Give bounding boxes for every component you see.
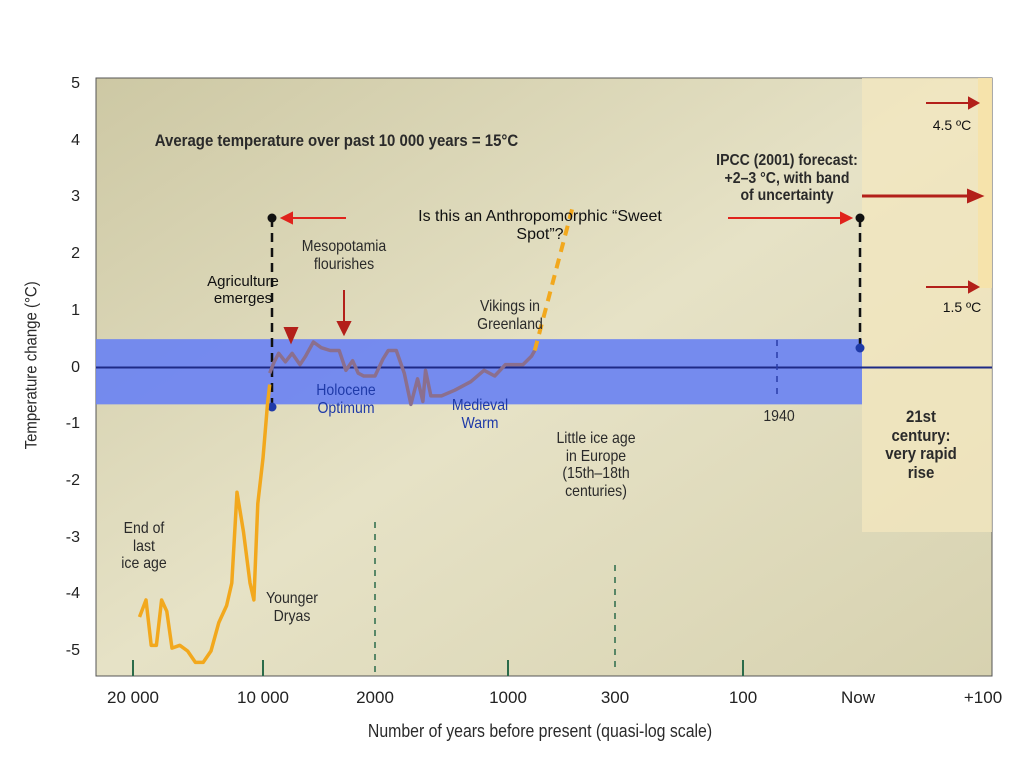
sweet-spot-band <box>96 339 862 405</box>
y-tick-label: 5 <box>71 75 80 92</box>
sweet-arrow-right-head <box>840 211 854 225</box>
series-line-0 <box>137 384 272 665</box>
agriculture-label: Agriculture emerges <box>207 273 279 307</box>
x-tick-10000: 10 000 <box>237 688 289 707</box>
agriculture-top-dot <box>267 213 277 223</box>
y-tick-label: 4 <box>71 131 80 149</box>
x-tick-1000: 1000 <box>489 688 527 707</box>
vikings-label: Vikings in Greenland <box>477 298 543 333</box>
century21-label: 21st century: very rapid rise <box>885 407 957 483</box>
year-1940-label: 1940 <box>763 408 795 425</box>
series-group <box>137 208 575 665</box>
x-tick-now: Now <box>840 688 876 707</box>
forecast-panel <box>862 78 992 532</box>
younger-dryas-label: Younger Dryas <box>266 590 318 625</box>
arrow-15-head <box>968 280 981 294</box>
end-ice-age-label: End of last ice age <box>121 520 167 573</box>
y-axis-title: Temperature change (°C) <box>21 281 41 450</box>
y-tick-label: 0 <box>71 358 80 376</box>
arrow-3-head <box>967 188 985 204</box>
y-tick-label: 2 <box>71 245 80 263</box>
x-tick-2000: 2000 <box>356 688 394 707</box>
temp-15-label: 1.5 ºC <box>942 299 982 315</box>
y-tick-label: -1 <box>65 415 80 433</box>
ipcc-label: IPCC (2001) forecast: +2–3 °C, with band… <box>716 152 858 205</box>
x-tick-300: 300 <box>600 688 630 707</box>
y-tick-label: 3 <box>71 188 80 206</box>
now-bottom-dot <box>855 343 865 353</box>
x-tick-plus100: +100 <box>963 688 1003 707</box>
x-tick-20000: 20 000 <box>107 688 159 707</box>
y-tick-label: 1 <box>71 301 80 319</box>
forecast-strip <box>978 78 992 288</box>
series-line-1 <box>268 340 537 407</box>
avg-temp-label: Average temperature over past 10 000 yea… <box>154 131 519 150</box>
medieval-label: Medieval Warm <box>451 397 509 432</box>
arrow-agriculture-head <box>283 327 299 345</box>
arrow-45-head <box>968 96 981 110</box>
mesopotamia-label: Mesopotamia flourishes <box>301 238 387 273</box>
y-tick-label: -2 <box>65 471 80 489</box>
arrow-mesopotamia-head <box>336 321 352 337</box>
holocene-label: Holocene Optimum <box>316 382 376 417</box>
now-top-dot <box>855 213 865 223</box>
sweet-spot-label: Is this an Anthropomorphic “Sweet Spot”? <box>418 208 662 243</box>
y-tick-label: -3 <box>65 528 80 546</box>
sweet-arrow-left-head <box>279 211 293 225</box>
little-ice-age-label: Little ice age in Europe (15th–18th cent… <box>556 430 636 500</box>
x-tick-100: 100 <box>728 688 758 707</box>
temp-45-label: 4.5 ºC <box>932 117 972 133</box>
y-tick-label: -4 <box>65 585 80 603</box>
agriculture-bottom-dot <box>267 402 277 412</box>
series-line-2 <box>532 208 575 352</box>
y-tick-label: -5 <box>65 642 80 659</box>
x-axis-title: Number of years before present (quasi-lo… <box>367 721 713 741</box>
